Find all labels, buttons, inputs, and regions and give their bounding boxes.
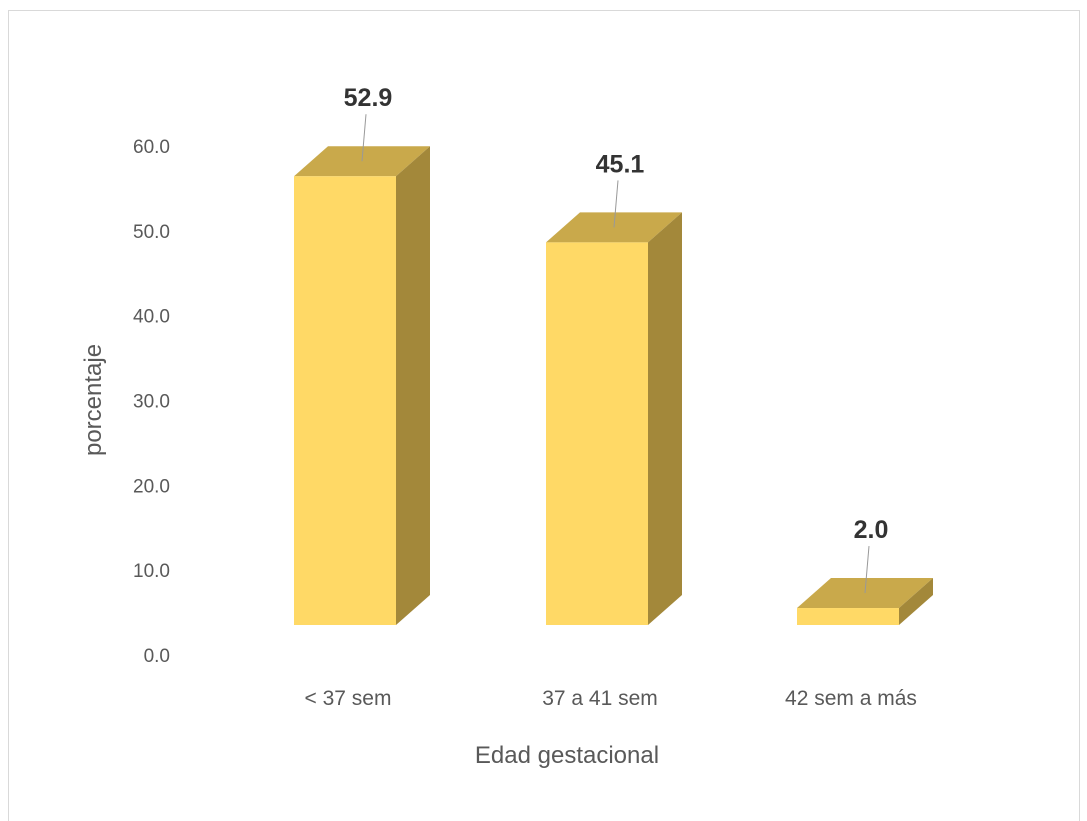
data-labels: 52.9 45.1 2.0 (344, 84, 889, 594)
y-tick-label: 50.0 (133, 222, 170, 243)
y-axis-ticks: 0.0 10.0 20.0 30.0 40.0 50.0 60.0 (133, 137, 170, 667)
bar (294, 146, 430, 625)
bar-side-face (396, 146, 430, 625)
bar (546, 212, 682, 625)
data-label: 45.1 (596, 150, 645, 178)
data-label: 52.9 (344, 84, 393, 112)
y-tick-label: 60.0 (133, 137, 170, 158)
x-category-label: 37 a 41 sem (542, 687, 658, 710)
x-axis-title: Edad gestacional (475, 742, 659, 769)
bar-side-face (648, 212, 682, 625)
chart-frame (8, 10, 1080, 821)
bar-front-face (546, 242, 648, 625)
x-category-label: < 37 sem (305, 687, 392, 710)
y-tick-label: 20.0 (133, 476, 170, 497)
data-label-leader (613, 180, 619, 228)
y-tick-label: 0.0 (144, 646, 170, 667)
data-label-leader (864, 545, 870, 594)
y-tick-label: 30.0 (133, 392, 170, 413)
bar-side-face (899, 578, 933, 625)
bar-front-face (294, 176, 396, 625)
data-label-leader (361, 114, 367, 162)
x-axis-categories: < 37 sem 37 a 41 sem 42 sem a más (305, 687, 917, 710)
x-category-label: 42 sem a más (785, 687, 917, 710)
y-tick-label: 10.0 (133, 561, 170, 582)
bar-front-face (797, 608, 899, 625)
data-label: 2.0 (854, 516, 889, 544)
bars (294, 146, 933, 625)
y-tick-label: 40.0 (133, 307, 170, 328)
y-axis-title: porcentaje (80, 344, 107, 456)
bar (797, 578, 933, 625)
